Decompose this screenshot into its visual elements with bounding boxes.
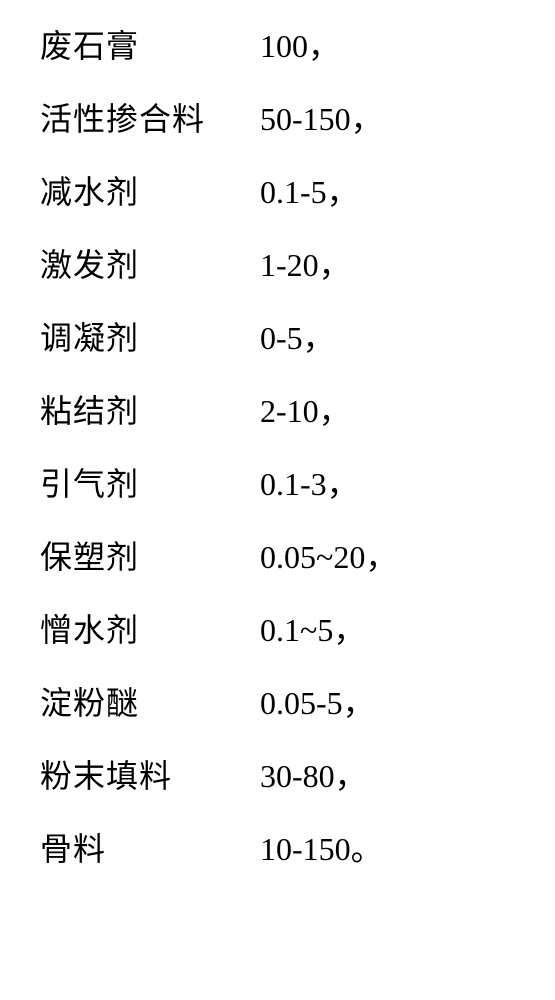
ingredient-value: 0.1~5， — [260, 614, 365, 646]
list-row: 粉末填料 30-80， — [40, 760, 515, 792]
ingredient-label: 减水剂 — [40, 176, 260, 208]
ingredient-label: 粘结剂 — [40, 395, 260, 427]
ingredient-label: 废石膏 — [40, 30, 260, 62]
ingredient-value: 0.05-5， — [260, 687, 375, 719]
ingredient-value: 30-80， — [260, 760, 367, 792]
ingredient-label: 憎水剂 — [40, 614, 260, 646]
list-row: 引气剂 0.1-3， — [40, 468, 515, 500]
list-row: 活性掺合料 50-150， — [40, 103, 515, 135]
ingredient-list: 废石膏 100， 活性掺合料 50-150， 减水剂 0.1-5， 激发剂 1-… — [0, 0, 555, 895]
list-row: 激发剂 1-20， — [40, 249, 515, 281]
ingredient-value: 1-20， — [260, 249, 351, 281]
ingredient-value: 0.1-5， — [260, 176, 359, 208]
list-row: 憎水剂 0.1~5， — [40, 614, 515, 646]
ingredient-label: 调凝剂 — [40, 322, 260, 354]
ingredient-value: 2-10， — [260, 395, 351, 427]
list-row: 粘结剂 2-10， — [40, 395, 515, 427]
ingredient-value: 0-5， — [260, 322, 335, 354]
list-row: 废石膏 100， — [40, 30, 515, 62]
ingredient-label: 粉末填料 — [40, 760, 260, 792]
ingredient-label: 引气剂 — [40, 468, 260, 500]
list-row: 调凝剂 0-5， — [40, 322, 515, 354]
ingredient-value: 0.1-3， — [260, 468, 359, 500]
ingredient-label: 活性掺合料 — [40, 103, 260, 135]
ingredient-label: 激发剂 — [40, 249, 260, 281]
ingredient-label: 淀粉醚 — [40, 687, 260, 719]
ingredient-value: 10-150。 — [260, 833, 383, 865]
ingredient-label: 骨料 — [40, 833, 260, 865]
ingredient-label: 保塑剂 — [40, 541, 260, 573]
ingredient-value: 0.05~20， — [260, 541, 397, 573]
list-row: 减水剂 0.1-5， — [40, 176, 515, 208]
list-row: 保塑剂 0.05~20， — [40, 541, 515, 573]
ingredient-value: 100， — [260, 30, 340, 62]
ingredient-value: 50-150， — [260, 103, 383, 135]
list-row: 淀粉醚 0.05-5， — [40, 687, 515, 719]
list-row: 骨料 10-150。 — [40, 833, 515, 865]
